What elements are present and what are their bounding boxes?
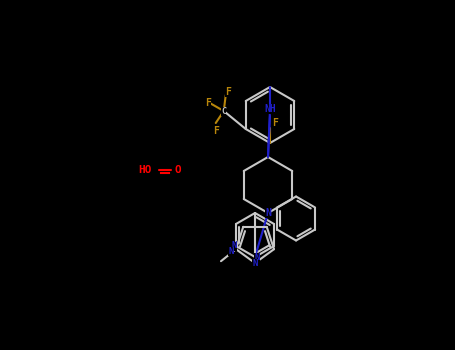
Text: N: N [265,208,271,218]
Text: F: F [213,126,219,136]
Text: N: N [254,252,260,261]
Text: N: N [231,241,237,251]
Text: NH: NH [264,104,276,114]
Text: N: N [253,259,258,267]
Text: F: F [272,118,278,128]
Text: F: F [205,98,211,108]
Text: N: N [228,247,234,256]
Text: F: F [225,87,231,97]
Text: O: O [175,165,182,175]
Text: HO: HO [138,165,152,175]
Text: C: C [221,106,226,116]
